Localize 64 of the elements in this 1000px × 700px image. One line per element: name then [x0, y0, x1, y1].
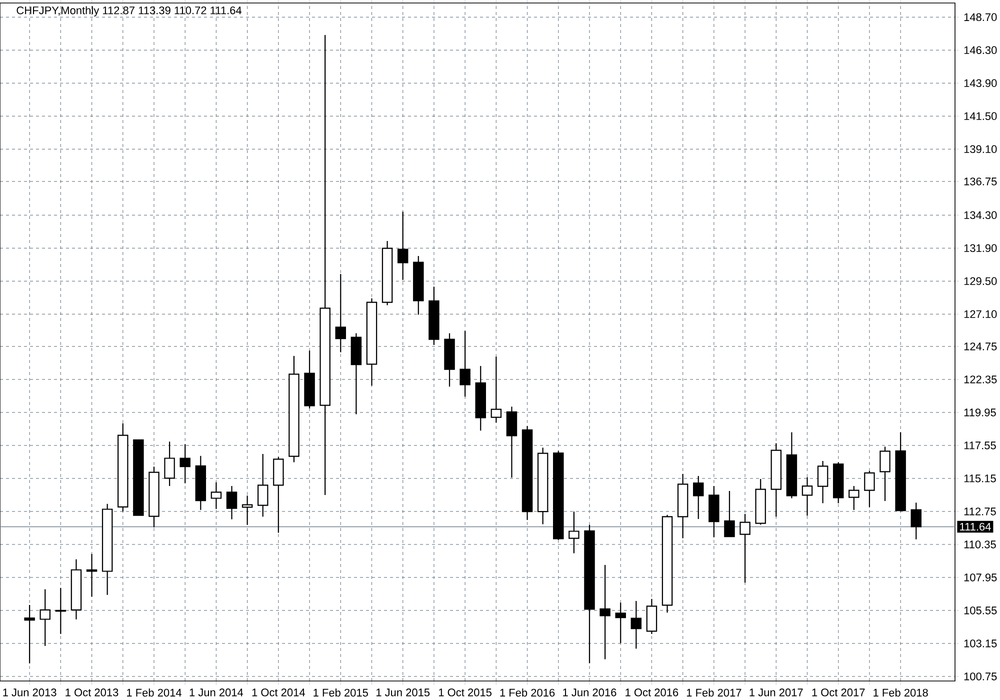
x-tick-label: 1 Oct 2015 [438, 688, 492, 696]
candlestick [164, 441, 175, 487]
ref-line-label: 111.64 [960, 522, 991, 531]
x-tick-label: 1 Oct 2013 [66, 688, 118, 696]
candlestick [210, 482, 222, 510]
candlestick [257, 453, 268, 518]
y-tick-label: 127.10 [964, 310, 997, 318]
y-tick-label: 139.10 [964, 145, 997, 154]
y-tick-label: 105.55 [964, 606, 997, 614]
x-tick-label: 1 Feb 2014 [126, 688, 182, 697]
candlestick [880, 446, 890, 502]
y-tick-label: 119.95 [964, 408, 996, 416]
y-tick-label: 115.15 [964, 474, 996, 482]
candlestick [568, 511, 580, 554]
y-tick-label: 122.35 [964, 376, 997, 384]
candlestick [817, 460, 828, 504]
y-tick-label: 143.90 [964, 79, 997, 88]
x-tick-label: 1 Oct 2016 [626, 688, 678, 696]
x-tick-label: 1 Feb 2017 [686, 688, 742, 697]
x-tick-label: 1 Feb 2018 [874, 688, 928, 697]
x-tick-label: 1 Jun 2015 [376, 688, 430, 696]
y-tick-label: 129.50 [964, 277, 997, 286]
y-tick-label: 136.75 [964, 178, 997, 186]
x-tick-label: 1 Oct 2014 [252, 688, 305, 696]
candlestick [630, 600, 642, 650]
x-tick-label: 1 Feb 2016 [500, 688, 555, 697]
y-tick-label: 146.30 [964, 46, 997, 54]
candlestick [226, 485, 238, 520]
x-tick-label: 1 Jun 2013 [3, 688, 56, 696]
y-tick-label: 103.15 [964, 640, 997, 648]
chart-title: CHFJPY,Monthly 112.87 113.39 110.72 111.64 [16, 6, 242, 16]
candlestick [693, 475, 704, 520]
candlestick [24, 604, 35, 664]
candlestick [490, 356, 502, 424]
candlestick [910, 502, 922, 540]
candlestick [180, 444, 190, 484]
y-tick-label: 112.75 [964, 508, 996, 516]
candlestick [335, 273, 346, 353]
candlestick [802, 476, 813, 516]
candlestick [848, 485, 860, 510]
candlestick [740, 513, 750, 584]
candlestick [86, 553, 98, 598]
y-tick-label: 107.95 [964, 574, 997, 582]
candlestick [615, 602, 626, 644]
y-tick-label: 131.90 [964, 244, 997, 252]
y-tick-label: 141.50 [964, 112, 997, 120]
candlestick [506, 406, 518, 478]
x-tick-label: 1 Jun 2016 [563, 688, 616, 696]
y-tick-label: 110.35 [964, 540, 996, 548]
y-tick-label: 100.75 [964, 672, 997, 680]
x-tick-label: 1 Oct 2017 [812, 688, 865, 696]
x-tick-label: 1 Jun 2014 [190, 688, 244, 696]
candlestick [600, 564, 610, 660]
y-tick-label: 134.30 [964, 211, 997, 220]
y-tick-label: 124.75 [964, 342, 997, 350]
x-tick-label: 1 Jun 2017 [750, 688, 803, 696]
candlestick [724, 490, 735, 538]
y-tick-label: 148.70 [964, 13, 997, 22]
candlestick [460, 330, 470, 398]
candlestick [40, 588, 50, 646]
y-tick-label: 117.55 [964, 442, 996, 450]
x-tick-label: 1 Feb 2015 [314, 688, 368, 697]
candlestick [397, 211, 408, 280]
candlestick [864, 470, 875, 508]
